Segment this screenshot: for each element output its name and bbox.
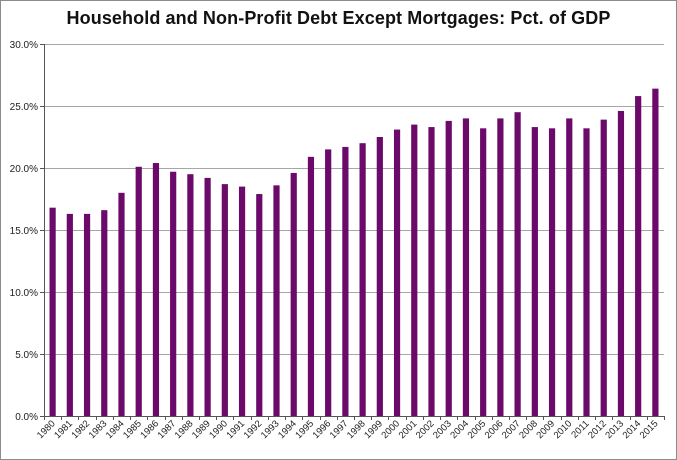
bar-1991 [238,186,246,416]
bar-1982 [83,213,91,416]
bar-1990 [221,184,228,416]
bar-2005 [480,128,487,416]
x-tick-label: 2005 [466,418,489,441]
x-tick-label: 1980 [35,418,58,441]
x-tick-label: 1990 [207,418,230,441]
x-tick-label: 2003 [431,418,454,441]
x-tick-label: 2010 [552,418,575,441]
bar-1985 [135,166,142,416]
x-tick-label: 2009 [534,418,557,441]
bar-1993 [273,185,280,416]
bar-2010 [566,118,573,417]
y-tick-label: 10.0% [10,288,38,299]
y-tick-labels: 0.0% 5.0% 10.0% 15.0% 20.0% 25.0% 30.0% [10,40,38,423]
bars [49,88,659,417]
y-tick-label: 20.0% [10,164,38,175]
bar-2015 [652,88,659,416]
x-tick-label: 2007 [500,418,523,441]
x-tick-label: 1995 [293,418,316,441]
bar-1994 [290,172,297,416]
bar-1987 [170,171,177,416]
gridlines [44,44,664,355]
bar-1999 [376,137,383,416]
x-tick-label: 1999 [362,418,385,441]
x-tick-label: 2001 [397,418,420,441]
y-tick-label: 5.0% [15,350,38,361]
x-tick-label: 1998 [345,418,368,441]
y-tick-label: 15.0% [10,226,38,237]
bar-1986 [152,163,160,416]
chart-title: Household and Non-Profit Debt Except Mor… [66,8,611,28]
x-tick-label: 1996 [311,418,334,441]
bar-2013 [617,110,625,417]
bar-1980 [49,207,56,416]
x-tick-label: 1987 [156,418,179,441]
bar-1992 [256,194,263,416]
bar-2002 [428,127,435,416]
bar-1981 [66,213,73,416]
x-tick-label: 1985 [121,418,144,441]
x-tick-labels: 1980198119821983198419851986198719881989… [35,418,661,441]
x-tick-label: 1992 [242,418,265,441]
bar-2011 [583,128,590,416]
bar-2000 [393,129,401,416]
bar-1989 [204,177,211,416]
x-tick-label: 1997 [328,418,351,441]
y-tick-label: 25.0% [10,102,38,113]
bar-1988 [187,174,194,416]
bar-2004 [462,118,470,417]
bar-2003 [445,120,452,416]
x-tick-label: 1983 [87,418,110,441]
bar-2012 [600,119,607,416]
x-tick-label: 1986 [138,418,161,441]
bar-2001 [411,124,418,416]
bar-1997 [342,146,349,417]
x-tick-label: 1991 [224,418,247,441]
x-tick-label: 1993 [259,418,282,441]
x-tick-label: 2014 [621,418,644,441]
x-tick-label: 1984 [104,418,127,441]
bar-1995 [307,156,315,416]
bar-1996 [325,149,332,416]
bar-2009 [548,128,556,416]
x-tick-label: 2011 [569,418,591,440]
x-tick-label: 2013 [603,418,626,441]
x-tick-label: 1981 [52,418,75,441]
x-tick-label: 1982 [69,418,92,441]
x-tick-label: 2015 [638,418,661,441]
x-tick-label: 1989 [190,418,213,441]
bar-2008 [531,127,538,416]
x-tick-label: 2008 [517,418,540,441]
x-tick-label: 1994 [276,418,299,441]
x-tick-label: 2012 [586,418,609,441]
bar-2006 [497,118,504,417]
x-tick-label: 2004 [448,418,471,441]
x-tick-label: 1988 [173,418,196,441]
bar-1984 [118,192,125,416]
bar-1998 [359,143,366,416]
bar-2007 [514,112,521,416]
x-tick-label: 2002 [414,418,437,441]
x-tick-label: 2000 [379,418,402,441]
bar-1983 [101,210,108,416]
axes [40,44,665,420]
bar-2014 [635,96,642,416]
y-tick-label: 30.0% [10,40,38,51]
x-tick-label: 2006 [483,418,506,441]
y-tick-label: 0.0% [15,412,38,423]
